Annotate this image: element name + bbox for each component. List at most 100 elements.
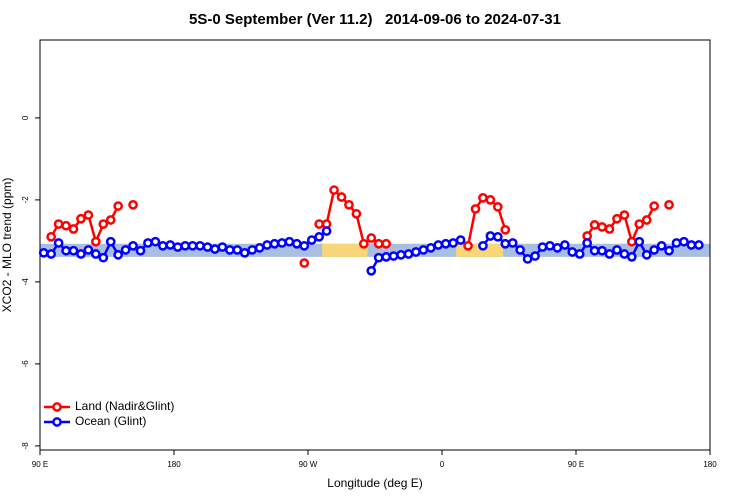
point (217, 242, 228, 252)
point (545, 240, 555, 251)
x-tick-label: 90 E (568, 460, 584, 469)
point (90, 236, 101, 247)
legend-label: Land (Nadir&Glint) (75, 399, 174, 413)
point (381, 238, 392, 249)
x-tick-label: 90 E (32, 460, 48, 469)
point (530, 251, 540, 261)
point (612, 213, 622, 224)
point (619, 249, 630, 259)
y-axis-label: XCO2 - MLO trend (ppm) (0, 178, 14, 313)
y-tick-label: -6 (21, 360, 30, 368)
point (381, 252, 392, 262)
point (105, 236, 116, 247)
point (500, 224, 511, 235)
point (641, 215, 652, 225)
point (403, 249, 414, 259)
point (478, 240, 488, 251)
point (351, 208, 362, 219)
point (210, 244, 220, 254)
point (619, 210, 630, 220)
legend-marker (52, 402, 62, 412)
point (180, 240, 191, 251)
point (247, 245, 258, 255)
point (113, 201, 124, 211)
point (232, 245, 243, 255)
point (634, 219, 645, 229)
point (128, 240, 138, 251)
point (143, 238, 153, 248)
point (291, 238, 302, 249)
point (299, 258, 310, 268)
y-tick-label: -2 (21, 196, 30, 204)
point (597, 222, 607, 232)
point (522, 254, 533, 264)
point (373, 252, 384, 263)
point (76, 249, 86, 259)
point (656, 240, 667, 251)
point (165, 240, 176, 250)
point (612, 245, 622, 255)
point (425, 243, 436, 253)
point (195, 240, 205, 251)
point (98, 219, 109, 229)
point (53, 219, 64, 229)
point (336, 192, 347, 202)
point (626, 236, 637, 247)
land-band (322, 243, 368, 257)
series-line (51, 190, 669, 246)
legend-marker (52, 417, 62, 427)
point (492, 231, 503, 242)
x-tick-label: 90 W (299, 460, 318, 469)
point (329, 185, 339, 195)
y-tick-label: -8 (21, 442, 30, 450)
point (649, 201, 660, 211)
point (254, 243, 265, 253)
plot-frame (39, 39, 711, 451)
point (61, 220, 71, 231)
point (269, 238, 280, 249)
point (284, 236, 295, 247)
point (582, 238, 593, 248)
point (470, 204, 481, 214)
point (53, 238, 64, 248)
point (671, 238, 682, 248)
point (83, 245, 94, 255)
point (604, 249, 615, 259)
point (61, 245, 71, 256)
point (679, 236, 689, 247)
chart-title: 5S-0 September (Ver 11.2) 2014-09-06 to … (189, 11, 561, 28)
point (559, 240, 570, 250)
point (492, 202, 503, 212)
x-tick-label: 180 (167, 460, 181, 469)
point (239, 247, 250, 258)
point (306, 235, 317, 245)
point (120, 245, 131, 255)
point (157, 240, 168, 251)
point (515, 245, 526, 255)
point (604, 224, 615, 234)
point (76, 213, 86, 224)
x-axis-label: Longitude (deg E) (327, 476, 422, 490)
y-tick-label: -4 (21, 278, 30, 286)
point (649, 245, 660, 255)
point (150, 236, 161, 247)
point (463, 240, 473, 251)
point (113, 249, 124, 260)
point (448, 238, 459, 248)
point (314, 231, 325, 242)
legend-label: Ocean (Glint) (75, 414, 146, 428)
point (90, 249, 101, 259)
point (262, 240, 272, 250)
point (455, 235, 466, 245)
point (83, 210, 94, 220)
point (128, 199, 138, 210)
point (396, 249, 406, 260)
point (98, 252, 109, 263)
x-tick-label: 180 (703, 460, 717, 469)
point (440, 238, 451, 249)
point (46, 249, 57, 259)
point (664, 199, 674, 210)
point (135, 245, 146, 256)
point (693, 240, 704, 250)
